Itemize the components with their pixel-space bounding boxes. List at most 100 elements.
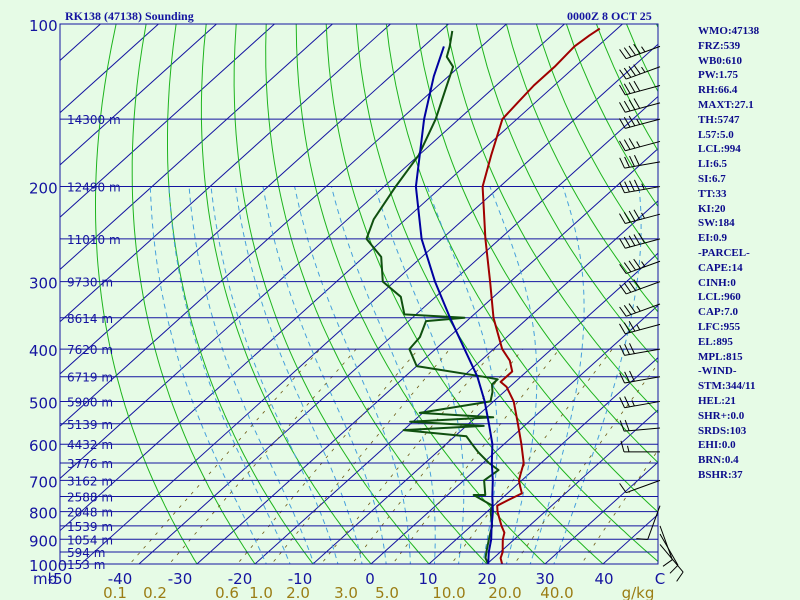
- mixing-ratio-label: 3.0: [334, 584, 358, 600]
- mixing-ratio-line: [513, 363, 658, 564]
- wind-barb: [659, 533, 679, 574]
- moist-adiabat: [168, 186, 291, 564]
- dry-adiabat: [295, 24, 546, 564]
- wind-barb: [619, 98, 661, 113]
- index-line: RH:66.4: [698, 84, 738, 97]
- pressure-tick-label: 700: [29, 473, 58, 491]
- temperature-tick-label: -30: [168, 570, 193, 588]
- moist-adiabat: [149, 186, 267, 564]
- dry-adiabat: [200, 24, 372, 564]
- mixing-ratio-line: [129, 348, 321, 564]
- isotherm-line: [60, 24, 624, 532]
- wind-barb: [636, 505, 661, 541]
- temperature-tick-label: 30: [535, 570, 554, 588]
- index-line: LI:6.5: [698, 158, 728, 171]
- index-line: SW:184: [698, 217, 735, 230]
- wind-barb: [659, 525, 673, 567]
- stability-indices-panel: WMO:47138 FRZ:539 WB0:610 PW:1.75 RH:66.4 MAX…: [698, 24, 798, 483]
- wind-barb: [619, 279, 661, 295]
- wind-barb: [619, 258, 661, 275]
- isotherm-line: [254, 200, 658, 564]
- pressure-tick-label: 900: [29, 532, 58, 550]
- index-line: PW:1.75: [698, 69, 739, 82]
- height-label: 11010 m: [67, 233, 121, 247]
- temperature-tick-label: -50: [48, 570, 73, 588]
- dewpoint-trace: [365, 30, 500, 564]
- index-line: LFC:955: [698, 320, 741, 333]
- parcel-trace: [414, 46, 494, 564]
- isotherm-line: [60, 24, 508, 427]
- isotherm-line: [60, 24, 160, 114]
- index-line: MPL:815: [698, 350, 743, 363]
- wind-barb: [619, 43, 661, 60]
- pressure-tick-label: 300: [29, 275, 58, 293]
- index-line: EI:0.9: [698, 232, 728, 245]
- wind-barbs: [619, 43, 684, 582]
- pressure-tick-label: 1000: [29, 557, 67, 575]
- temperature-tick-label: 10: [418, 570, 437, 588]
- mixing-ratio-label: 20.0: [488, 584, 521, 600]
- wind-barb: [619, 154, 661, 169]
- height-label: 7620 m: [67, 343, 113, 357]
- dry-adiabat: [505, 24, 658, 313]
- pressure-unit-label: mb: [33, 570, 57, 588]
- moist-adiabat: [262, 186, 387, 564]
- index-line: EL:895: [698, 335, 733, 348]
- index-line: LCL:994: [698, 143, 741, 156]
- pressure-tick-label: 800: [29, 505, 58, 523]
- background-grid: [60, 24, 658, 564]
- isotherm-line: [80, 43, 658, 564]
- index-line: KI:20: [698, 202, 726, 215]
- wind-barb: [619, 419, 661, 432]
- height-label: 5900 m: [67, 395, 113, 409]
- profile-traces: [365, 27, 601, 564]
- height-label: 3162 m: [67, 474, 113, 488]
- moist-adiabat: [294, 186, 411, 564]
- dry-adiabat: [475, 24, 658, 364]
- index-line: EHI:0.0: [698, 439, 736, 452]
- index-line: STM:344/11: [698, 380, 756, 393]
- temperature-tick-label: -40: [108, 570, 133, 588]
- index-line: L57:5.0: [698, 128, 734, 141]
- index-line: SI:6.7: [698, 172, 726, 185]
- moist-adiabat: [529, 186, 585, 564]
- wind-barb: [619, 138, 661, 152]
- mixing-ratio-label: 2.0: [286, 584, 310, 600]
- mixing-ratio-line: [351, 348, 524, 564]
- height-label: 153 m: [67, 558, 105, 572]
- mixing-ratio-label: 0.6: [215, 584, 239, 600]
- dry-adiabat: [233, 24, 430, 564]
- temperature-trace: [481, 27, 601, 564]
- wind-barb: [659, 544, 684, 582]
- dry-adiabat: [167, 24, 314, 564]
- height-label: 5139 m: [67, 418, 113, 432]
- index-line: -PARCEL-: [698, 246, 750, 259]
- isotherm-line: [60, 24, 450, 375]
- pressure-tick-label: 100: [29, 17, 58, 35]
- temperature-tick-label: C: [655, 570, 665, 588]
- height-label: 9730 m: [67, 276, 113, 290]
- mixing-ratio-label: 0.1: [103, 584, 127, 600]
- temperature-tick-label: -20: [228, 570, 253, 588]
- height-label: 3776 m: [67, 457, 113, 471]
- wind-barb: [620, 440, 660, 453]
- wind-barb: [619, 370, 661, 384]
- wind-barb: [619, 209, 661, 224]
- dry-adiabat: [445, 24, 658, 414]
- height-label: 1054 m: [67, 533, 113, 547]
- index-line: WMO:47138: [698, 25, 760, 37]
- height-label: 12490 m: [67, 181, 121, 195]
- isotherm-line: [60, 24, 334, 271]
- dry-adiabat: [355, 24, 658, 563]
- wind-barb: [619, 64, 661, 80]
- mixing-ratio-line: [392, 348, 560, 564]
- isotherm-line: [196, 148, 658, 564]
- index-line: TT:33: [698, 187, 727, 200]
- plot-frame: [59, 23, 659, 565]
- index-line: BRN:0.4: [698, 454, 739, 467]
- mixing-ratio-label: 40.0: [540, 584, 573, 600]
- height-label: 8614 m: [67, 312, 113, 326]
- isotherm-line: [486, 409, 658, 564]
